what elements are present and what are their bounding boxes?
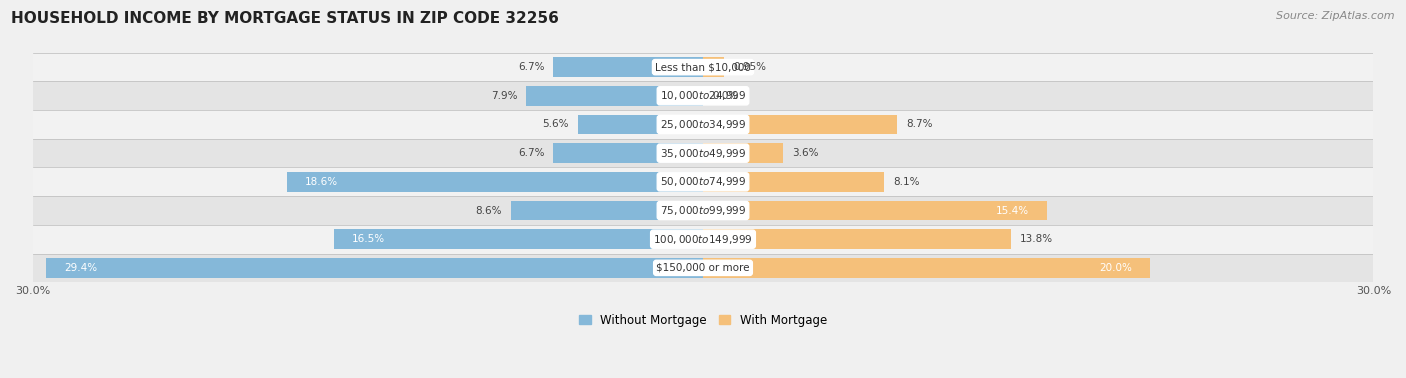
Bar [32,167,1374,196]
Text: $100,000 to $149,999: $100,000 to $149,999 [654,233,752,246]
Text: 16.5%: 16.5% [352,234,385,244]
Text: 15.4%: 15.4% [995,206,1029,215]
Bar [46,258,703,277]
Bar [32,139,1374,167]
Text: HOUSEHOLD INCOME BY MORTGAGE STATUS IN ZIP CODE 32256: HOUSEHOLD INCOME BY MORTGAGE STATUS IN Z… [11,11,560,26]
Bar [32,82,1374,110]
Text: 18.6%: 18.6% [305,177,339,187]
Text: 6.7%: 6.7% [517,148,544,158]
Bar [578,115,703,134]
Bar [703,143,783,163]
Bar [554,57,703,77]
Text: $10,000 to $24,999: $10,000 to $24,999 [659,89,747,102]
Text: 6.7%: 6.7% [517,62,544,72]
Bar [703,115,897,134]
Text: $25,000 to $34,999: $25,000 to $34,999 [659,118,747,131]
Bar [554,143,703,163]
Text: 13.8%: 13.8% [1021,234,1053,244]
Bar [335,229,703,249]
Text: 0.95%: 0.95% [733,62,766,72]
Bar [32,254,1374,282]
Bar [32,110,1374,139]
Text: 5.6%: 5.6% [543,119,569,130]
Bar [287,172,703,192]
Bar [703,172,884,192]
Text: 29.4%: 29.4% [63,263,97,273]
Bar [703,229,1011,249]
Text: 7.9%: 7.9% [491,91,517,101]
Text: 20.0%: 20.0% [1099,263,1132,273]
Text: 8.6%: 8.6% [475,206,502,215]
Bar [510,201,703,220]
Legend: Without Mortgage, With Mortgage: Without Mortgage, With Mortgage [579,314,827,327]
Text: Source: ZipAtlas.com: Source: ZipAtlas.com [1277,11,1395,21]
Text: 8.7%: 8.7% [907,119,932,130]
Bar [32,196,1374,225]
Bar [32,53,1374,82]
Text: Less than $10,000: Less than $10,000 [655,62,751,72]
Bar [526,86,703,105]
Bar [32,225,1374,254]
Bar [703,258,1150,277]
Text: 3.6%: 3.6% [793,148,818,158]
Text: $50,000 to $74,999: $50,000 to $74,999 [659,175,747,188]
Text: $150,000 or more: $150,000 or more [657,263,749,273]
Bar [703,57,724,77]
Bar [703,201,1047,220]
Text: $75,000 to $99,999: $75,000 to $99,999 [659,204,747,217]
Text: 0.0%: 0.0% [711,91,738,101]
Text: 8.1%: 8.1% [893,177,920,187]
Text: $35,000 to $49,999: $35,000 to $49,999 [659,147,747,160]
